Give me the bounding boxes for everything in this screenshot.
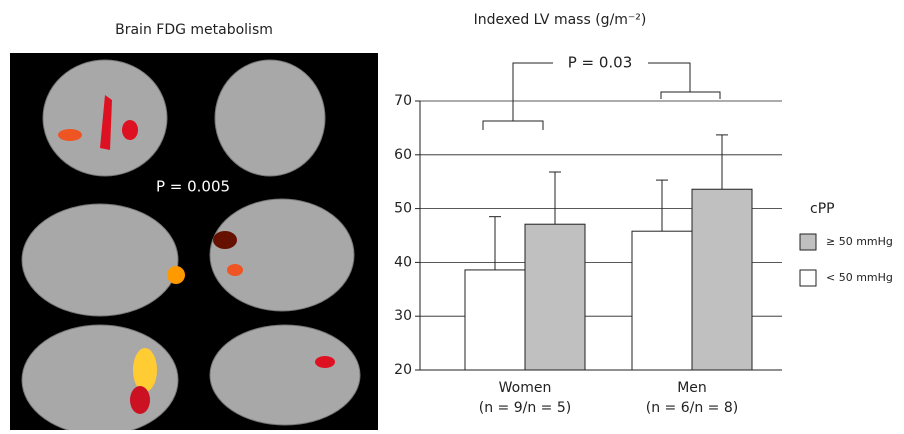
x-tick-note: (n = 9/n = 5)	[479, 400, 571, 416]
activation-spots	[58, 95, 335, 414]
image-annotation: P = 0.005	[156, 178, 230, 196]
bar	[631, 230, 693, 371]
y-tick-label: 50	[394, 201, 412, 217]
legend-label: ≥ 50 mmHg	[826, 235, 893, 248]
legend-label: < 50 mmHg	[826, 271, 893, 284]
image-title: Brain FDG metabolism	[115, 22, 273, 38]
bar	[524, 223, 586, 371]
chart-title: Indexed LV mass (g/m⁻²)	[474, 12, 647, 28]
y-tick-label: 70	[394, 93, 412, 109]
legend-swatch	[799, 269, 817, 287]
chart-annotation: P = 0.03	[568, 54, 633, 72]
bar	[464, 269, 526, 371]
legend-title: cPP	[810, 201, 835, 217]
bar	[691, 188, 753, 371]
x-tick-label: Women	[499, 380, 552, 396]
x-tick-label: Men	[677, 380, 707, 396]
x-tick-note: (n = 6/n = 8)	[646, 400, 738, 416]
legend-swatch	[799, 233, 817, 251]
brackets	[482, 62, 721, 130]
y-tick-label: 40	[394, 254, 412, 270]
y-tick-label: 60	[394, 147, 412, 163]
y-tick-label: 20	[394, 362, 412, 378]
y-tick-label: 30	[394, 308, 412, 324]
